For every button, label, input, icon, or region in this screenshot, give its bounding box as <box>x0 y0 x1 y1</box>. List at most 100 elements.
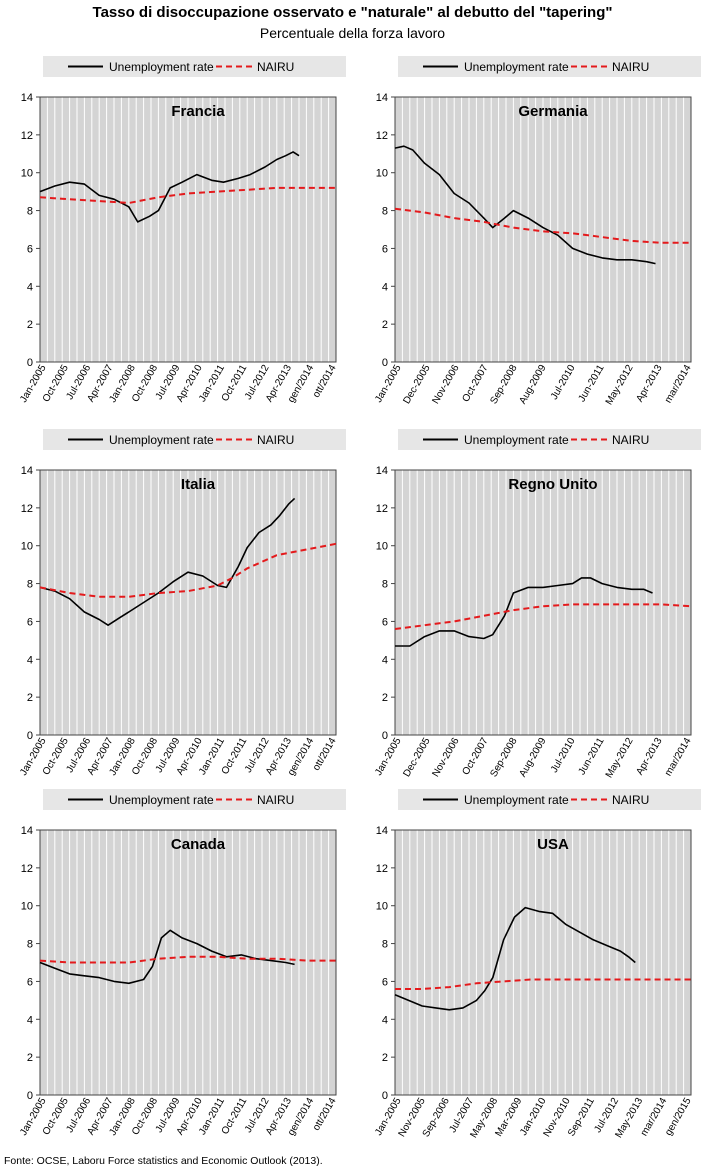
legend-label-unemployment: Unemployment rate <box>109 793 214 807</box>
y-tick-label: 14 <box>376 465 388 477</box>
y-tick-label: 12 <box>21 863 33 875</box>
series-line-nairu <box>39 542 337 598</box>
y-tick-label: 12 <box>21 130 33 142</box>
x-tick-label: Jul-2010 <box>549 363 578 402</box>
y-tick-label: 6 <box>382 976 388 988</box>
y-tick-label: 12 <box>21 503 33 515</box>
series-line-unemployment <box>39 497 296 626</box>
x-tick-label: Dec-2005 <box>401 736 432 779</box>
y-tick-label: 8 <box>27 939 33 951</box>
panel-regno-unito: Unemployment rate NAIRU 0 2 4 6 8 10 12 14 Jan-200… <box>355 425 701 800</box>
x-tick-label: May-2012 <box>604 736 636 780</box>
y-tick-label: 8 <box>382 206 388 218</box>
y-tick-label: 4 <box>382 1014 388 1026</box>
plot-frame <box>394 96 692 363</box>
y-tick-label: 12 <box>376 130 388 142</box>
y-tick-label: 6 <box>27 976 33 988</box>
panel-usa: Unemployment rate NAIRU 0 2 4 6 8 10 12 14 Jan-200… <box>355 785 701 1160</box>
panel-italia: Unemployment rate NAIRU 0 2 4 6 8 10 12 14 Jan-200… <box>0 425 346 800</box>
legend-label-unemployment: Unemployment rate <box>109 433 214 447</box>
y-tick-label: 14 <box>21 92 33 104</box>
panel-francia: Unemployment rate NAIRU 0 2 4 6 8 10 12 14 Jan-200… <box>0 52 346 427</box>
legend-label-nairu: NAIRU <box>257 793 294 807</box>
chart-svg: Unemployment rate NAIRU02468101214Jan-200… <box>18 56 346 405</box>
panel-title: Francia <box>171 103 225 120</box>
y-tick-label: 0 <box>27 730 33 742</box>
legend-label-unemployment: Unemployment rate <box>109 60 214 74</box>
series-line-unemployment <box>39 151 300 223</box>
y-tick-label: 0 <box>382 730 388 742</box>
legend-label-nairu: NAIRU <box>257 60 294 74</box>
y-tick-label: 14 <box>376 825 388 837</box>
x-tick-label: Nov-2006 <box>430 363 461 406</box>
chart-subtitle: Percentuale della forza lavoro <box>259 25 446 41</box>
chart-svg: Unemployment rate NAIRU02468101214Jan-200… <box>373 56 701 407</box>
x-tick-label: Apr-2013 <box>635 363 665 405</box>
chart-svg: Unemployment rate NAIRU02468101214Jan-200… <box>18 429 346 778</box>
legend-label-nairu: NAIRU <box>612 60 649 74</box>
y-tick-label: 6 <box>382 243 388 255</box>
plot-frame <box>39 469 337 736</box>
legend-label-unemployment: Unemployment rate <box>464 433 569 447</box>
y-tick-label: 2 <box>382 1052 388 1064</box>
plot-frame <box>394 469 692 736</box>
y-tick-label: 4 <box>382 281 388 293</box>
panel-title: Italia <box>181 476 216 493</box>
legend-box <box>43 429 346 450</box>
y-tick-label: 8 <box>27 579 33 591</box>
y-tick-label: 0 <box>27 357 33 369</box>
x-tick-label: Jan-2005 <box>373 363 404 405</box>
series-line-unemployment <box>394 145 656 265</box>
y-tick-label: 10 <box>21 901 33 913</box>
series-line-unemployment <box>394 906 636 1011</box>
legend-box <box>43 789 346 810</box>
y-tick-label: 8 <box>27 206 33 218</box>
chart-svg: Unemployment rate NAIRU02468101214Jan-200… <box>373 429 701 780</box>
panel-germania: Unemployment rate NAIRU 0 2 4 6 8 10 12 14 Jan-200… <box>355 52 701 427</box>
x-tick-label: Dec-2005 <box>401 363 432 406</box>
panel-title: USA <box>537 836 569 853</box>
panel-title: Germania <box>518 103 588 120</box>
x-tick-label: Jul-2010 <box>549 736 578 775</box>
x-tick-label: Nov-2006 <box>430 736 461 779</box>
panel-title: Regno Unito <box>508 476 597 493</box>
y-tick-label: 14 <box>21 825 33 837</box>
y-tick-label: 2 <box>27 319 33 331</box>
chart-title: Tasso di disoccupazione osservato e "nat… <box>92 4 613 21</box>
legend-label-unemployment: Unemployment rate <box>464 60 569 74</box>
y-tick-label: 10 <box>376 541 388 553</box>
y-tick-label: 12 <box>376 503 388 515</box>
panel-canada: Unemployment rate NAIRU 0 2 4 6 8 10 12 14 Jan-200… <box>0 785 346 1160</box>
y-tick-label: 6 <box>27 616 33 628</box>
y-tick-label: 4 <box>27 1014 33 1026</box>
x-tick-label: Jun-2011 <box>577 363 607 404</box>
x-tick-label: mar/2014 <box>663 363 694 405</box>
x-tick-label: Oct-2007 <box>461 363 491 405</box>
legend-label-nairu: NAIRU <box>612 793 649 807</box>
y-tick-label: 14 <box>376 92 388 104</box>
x-tick-label: Jan-2005 <box>373 736 404 778</box>
x-tick-label: Apr-2013 <box>635 736 665 778</box>
y-tick-label: 6 <box>382 616 388 628</box>
y-tick-label: 2 <box>382 319 388 331</box>
legend-box <box>398 429 701 450</box>
y-tick-label: 10 <box>376 901 388 913</box>
chart-svg: Unemployment rate NAIRU02468101214Jan-200… <box>18 789 346 1138</box>
y-tick-label: 4 <box>27 654 33 666</box>
x-tick-label: Oct-2007 <box>461 736 491 778</box>
panel-title: Canada <box>171 836 226 853</box>
legend-label-nairu: NAIRU <box>257 433 294 447</box>
y-tick-label: 4 <box>382 654 388 666</box>
series-line-unemployment <box>395 577 653 647</box>
x-tick-label: Aug-2009 <box>517 736 548 779</box>
x-tick-label: May-2012 <box>604 363 636 407</box>
y-tick-label: 10 <box>21 168 33 180</box>
legend-box <box>398 56 701 77</box>
y-tick-label: 2 <box>27 692 33 704</box>
y-tick-label: 4 <box>27 281 33 293</box>
x-tick-label: Sep-2008 <box>488 363 519 406</box>
y-tick-label: 8 <box>382 939 388 951</box>
y-tick-label: 10 <box>21 541 33 553</box>
y-tick-label: 0 <box>382 357 388 369</box>
chart-svg: Unemployment rate NAIRU02468101214Jan-200… <box>373 789 701 1140</box>
